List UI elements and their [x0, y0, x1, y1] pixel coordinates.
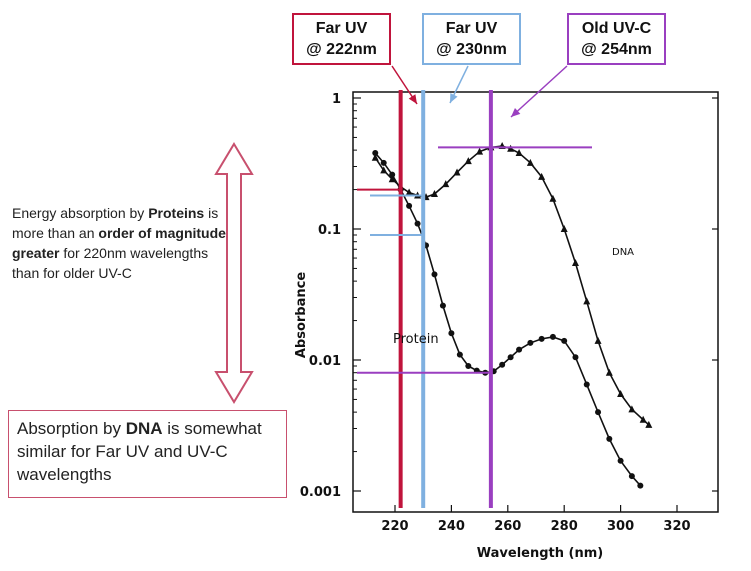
data-point-protein [465, 362, 472, 369]
data-point-protein [583, 381, 590, 388]
dna-annotation: DNA [612, 247, 634, 258]
protein-annotation: Protein [393, 332, 439, 347]
data-point-dna [515, 149, 523, 157]
curves-layer [371, 142, 653, 489]
callout-222nm-line1: Far UV [315, 20, 368, 37]
data-point-dna [371, 153, 379, 161]
data-point-protein [572, 354, 579, 361]
data-point-protein [448, 330, 455, 337]
arrow-230nm-head [450, 93, 458, 103]
data-point-protein [389, 171, 396, 178]
data-point-protein [538, 335, 545, 342]
data-point-dna [583, 297, 591, 305]
arrow-222nm-head [408, 94, 417, 104]
series-line-protein [374, 152, 641, 487]
data-point-protein [380, 159, 387, 166]
note-proteins-bold1: Proteins [148, 205, 205, 221]
callout-222nm: Far UV @ 222nm [292, 13, 391, 65]
data-point-dna [405, 188, 413, 196]
data-point-dna [388, 175, 396, 183]
series-line-dna [374, 145, 650, 426]
y-tick-label: 1 [332, 92, 341, 107]
data-point-protein [637, 482, 644, 489]
data-point-protein [527, 339, 534, 346]
note-proteins-part3: for 220nm wavelengths than for older UV-… [12, 245, 209, 281]
note-proteins: Energy absorption by Proteins is more th… [12, 203, 227, 283]
data-point-protein [431, 271, 438, 278]
data-point-dna [526, 158, 534, 166]
data-point-dna [549, 194, 557, 202]
callout-230nm-line2: @ 230nm [436, 41, 507, 58]
note-proteins-bold2: order of magnitude greater [12, 225, 226, 261]
callout-254nm: Old UV-C @ 254nm [567, 13, 666, 65]
plot-frame [352, 91, 719, 513]
callout-222nm-line2: @ 222nm [306, 41, 377, 58]
data-point-protein [414, 220, 421, 227]
data-point-dna [476, 147, 484, 155]
data-point-protein [516, 346, 523, 353]
callout-254nm-line1: Old UV-C [581, 20, 652, 37]
note-proteins-part2: is more than an [12, 205, 219, 241]
arrow-254nm [510, 65, 568, 118]
arrow-254nm-head [511, 107, 521, 117]
y-tick-label: 0.01 [309, 354, 341, 369]
x-tick-label: 240 [438, 519, 465, 534]
note-dna-part2: is somewhat similar for Far UV and UV-C … [17, 419, 262, 484]
data-point-protein [628, 473, 635, 480]
data-point-dna [560, 225, 568, 232]
data-point-protein [499, 361, 506, 368]
y-tick-label: 0.001 [300, 485, 341, 500]
data-point-protein [595, 409, 602, 416]
data-point-protein [549, 333, 556, 340]
data-point-dna [464, 157, 472, 165]
data-point-dna [571, 259, 579, 267]
x-tick-label: 260 [494, 519, 521, 534]
y-axis-label: Absorbance [294, 272, 309, 358]
data-point-protein [617, 457, 624, 464]
data-point-dna [628, 405, 636, 413]
data-point-dna [617, 390, 625, 398]
x-tick-label: 320 [663, 519, 690, 534]
y-tick-label: 0.1 [318, 223, 341, 238]
data-point-dna [442, 180, 450, 188]
callout-254nm-line2: @ 254nm [581, 41, 652, 58]
data-point-protein [406, 202, 413, 209]
data-point-protein [439, 302, 446, 309]
data-point-protein [561, 337, 568, 344]
data-point-protein [456, 351, 463, 358]
ticks-layer: 1 0.1 0.01 0.001 220 240 260 280 300 320 [300, 91, 719, 534]
data-point-dna [645, 420, 653, 428]
data-point-dna [380, 166, 388, 174]
data-point-dna [594, 336, 602, 344]
note-dna: Absorption by DNA is somewhat similar fo… [8, 410, 287, 498]
highlight-lines-layer [357, 65, 592, 508]
note-dna-part1: Absorption by [17, 419, 126, 438]
x-tick-label: 280 [551, 519, 578, 534]
data-point-dna [453, 168, 461, 176]
data-point-dna [538, 172, 546, 180]
data-point-dna [430, 190, 438, 198]
note-proteins-part1: Energy absorption by [12, 205, 149, 221]
x-tick-label: 300 [607, 519, 634, 534]
data-point-dna [605, 368, 613, 376]
note-dna-bold1: DNA [125, 419, 163, 438]
double-arrow-icon [214, 142, 254, 404]
data-point-dna [639, 415, 647, 423]
data-point-protein [372, 150, 379, 157]
x-axis-label: Wavelength (nm) [477, 546, 603, 561]
data-point-protein [507, 354, 514, 361]
callout-230nm-line1: Far UV [445, 20, 498, 37]
callout-230nm: Far UV @ 230nm [422, 13, 521, 65]
data-point-protein [606, 435, 613, 442]
x-tick-label: 220 [381, 519, 408, 534]
